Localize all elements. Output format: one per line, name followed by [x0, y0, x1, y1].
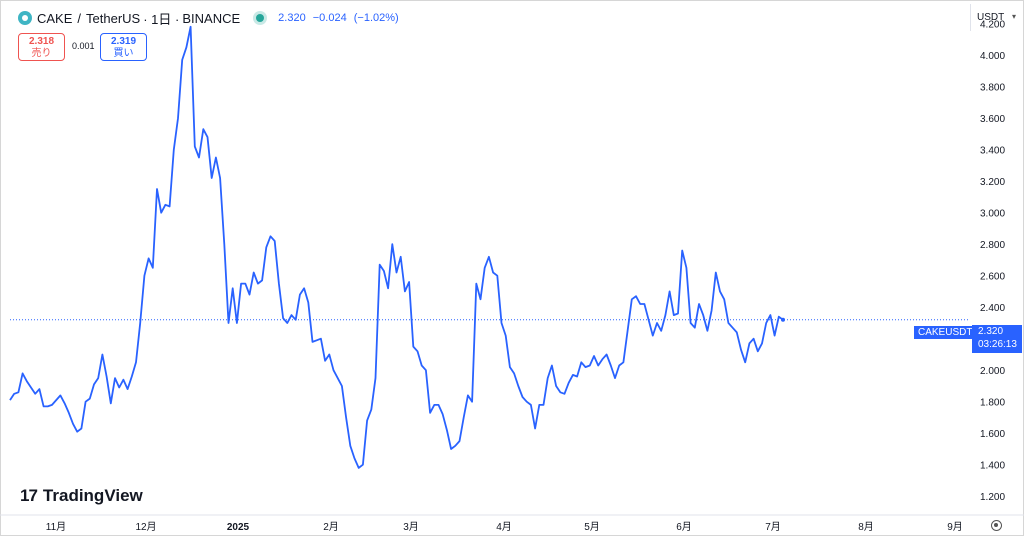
- y-tick-label: 2.000: [980, 366, 1005, 377]
- bar-countdown: 03:26:13: [978, 339, 1017, 350]
- current-price: 2.320: [278, 12, 306, 24]
- price-change: −0.024: [312, 12, 347, 24]
- y-tick-label: 1.600: [980, 429, 1005, 440]
- exchange-name: BINANCE: [182, 10, 241, 26]
- symbol-header[interactable]: CAKE / TetherUS · 1日 · BINANCE 2.320 −0.…: [18, 9, 403, 27]
- pair-separator: /: [77, 10, 82, 26]
- currency-label: USDT: [977, 12, 1005, 23]
- cake-logo-icon: [18, 11, 32, 25]
- currency-selector[interactable]: USDT ▾: [970, 4, 1022, 31]
- price-info: 2.320 −0.024 (−1.02%): [278, 12, 403, 24]
- x-tick-label: 4月: [496, 521, 512, 533]
- last-price-value: 2.320: [978, 326, 1004, 337]
- x-tick-label: 2月: [323, 521, 339, 533]
- x-tick-label: 12月: [135, 521, 156, 533]
- quote-name: TetherUS: [86, 10, 141, 26]
- spread-value: 0.001: [72, 41, 95, 51]
- interval-label: · 1日 ·: [143, 11, 180, 27]
- tradingview-logo: 17 TradingView: [20, 486, 143, 506]
- last-price-tag: 2.320 03:26:13: [972, 325, 1022, 353]
- y-tick-label: 1.800: [980, 398, 1005, 409]
- price-change-pct: (−1.02%): [353, 12, 399, 24]
- y-tick-label: 3.000: [980, 209, 1005, 220]
- buy-label: 買い: [113, 48, 134, 59]
- y-tick-label: 1.200: [980, 492, 1005, 503]
- y-tick-label: 1.400: [980, 461, 1005, 472]
- time-axis[interactable]: 11月 12月 2025 2月 3月 4月 5月 6月 7月 8月 9月: [0, 514, 1024, 533]
- x-tick-label: 2025: [227, 522, 250, 533]
- x-tick-label: 6月: [676, 521, 692, 533]
- x-tick-label: 11月: [46, 521, 66, 533]
- buy-price: 2.319: [110, 36, 137, 47]
- tradingview-mark-icon: 17: [20, 486, 38, 505]
- symbol-name: CAKE: [37, 10, 73, 26]
- price-axis[interactable]: 4.200 4.000 3.800 3.600 3.400 3.200 3.000 2.800…: [980, 20, 1005, 504]
- sell-button[interactable]: 2.318 売り: [18, 33, 65, 61]
- y-tick-label: 2.600: [980, 272, 1005, 283]
- x-tick-label: 8月: [858, 521, 874, 533]
- y-tick-label: 3.200: [980, 177, 1005, 188]
- price-line-series: [9, 25, 784, 469]
- x-tick-label: 9月: [947, 521, 963, 533]
- chevron-down-icon: ▾: [1011, 12, 1016, 21]
- last-price-point: [781, 317, 785, 322]
- x-tick-label: 3月: [403, 521, 419, 533]
- y-tick-label: 2.800: [980, 240, 1005, 251]
- sell-label: 売り: [31, 48, 52, 59]
- y-tick-label: 4.200: [980, 20, 1005, 31]
- y-tick-label: 4.000: [980, 51, 1005, 62]
- brand-name: TradingView: [42, 486, 143, 505]
- buy-button[interactable]: 2.319 買い: [100, 33, 147, 61]
- y-tick-label: 3.800: [980, 83, 1005, 94]
- symbol-price-label: CAKEUSDT: [914, 326, 977, 339]
- y-tick-label: 3.400: [980, 146, 1005, 157]
- market-status-icon: [256, 14, 265, 22]
- y-tick-label: 3.600: [980, 114, 1005, 125]
- x-tick-label: 7月: [765, 521, 781, 533]
- y-tick-label: 2.400: [980, 303, 1005, 314]
- settings-icon[interactable]: [991, 520, 1002, 531]
- sell-price: 2.318: [28, 36, 55, 47]
- x-tick-label: 5月: [584, 521, 600, 533]
